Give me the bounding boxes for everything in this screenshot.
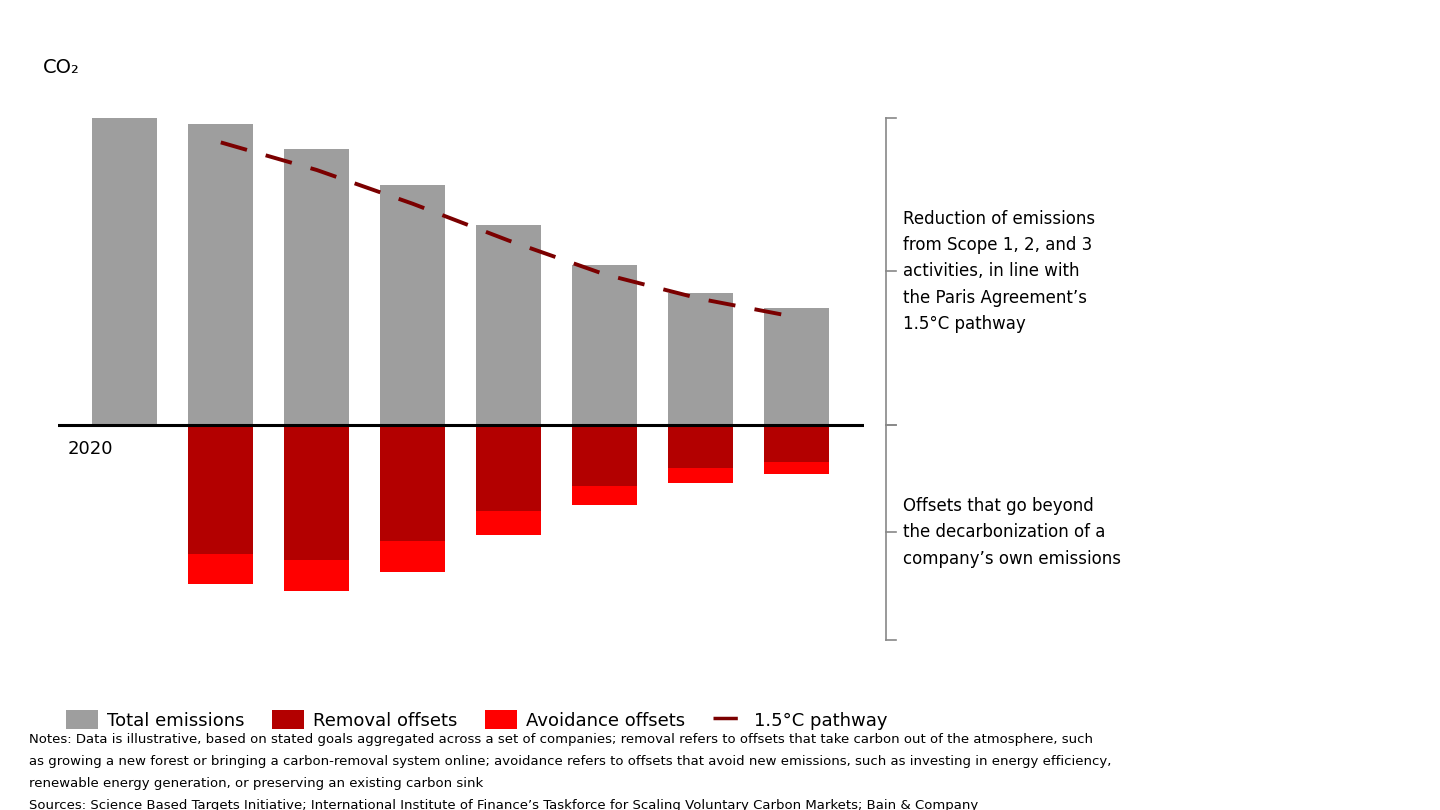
Bar [477, 225, 541, 424]
Text: renewable energy generation, or preserving an existing carbon sink: renewable energy generation, or preservi… [29, 777, 482, 790]
Bar [477, 424, 541, 511]
Bar [189, 124, 253, 424]
Legend: Total emissions, Removal offsets, Avoidance offsets, 1.5°C pathway: Total emissions, Removal offsets, Avoida… [59, 703, 894, 737]
Bar [765, 424, 829, 462]
Bar [668, 467, 733, 483]
Text: Notes: Data is illustrative, based on stated goals aggregated across a set of co: Notes: Data is illustrative, based on st… [29, 733, 1093, 746]
Bar [284, 148, 350, 424]
Bar [668, 424, 733, 467]
Bar [380, 185, 445, 424]
Text: as growing a new forest or bringing a carbon-removal system online; avoidance re: as growing a new forest or bringing a ca… [29, 755, 1112, 768]
Bar [92, 117, 157, 424]
Bar [284, 424, 350, 560]
Text: Reduction of emissions
from Scope 1, 2, and 3
activities, in line with
the Paris: Reduction of emissions from Scope 1, 2, … [903, 210, 1094, 333]
Bar [668, 292, 733, 424]
Bar [380, 424, 445, 541]
Bar [380, 541, 445, 572]
Text: 2020: 2020 [68, 440, 112, 458]
Bar [572, 265, 638, 424]
Bar [572, 486, 638, 505]
Bar [477, 511, 541, 535]
Bar [572, 424, 638, 486]
Bar [765, 308, 829, 424]
Text: Sources: Science Based Targets Initiative; International Institute of Finance’s : Sources: Science Based Targets Initiativ… [29, 799, 978, 810]
Text: Offsets that go beyond
the decarbonization of a
company’s own emissions: Offsets that go beyond the decarbonizati… [903, 497, 1120, 568]
Bar [765, 462, 829, 474]
Bar [189, 554, 253, 584]
Text: CO₂: CO₂ [43, 58, 81, 77]
Bar [189, 424, 253, 554]
Bar [284, 560, 350, 590]
